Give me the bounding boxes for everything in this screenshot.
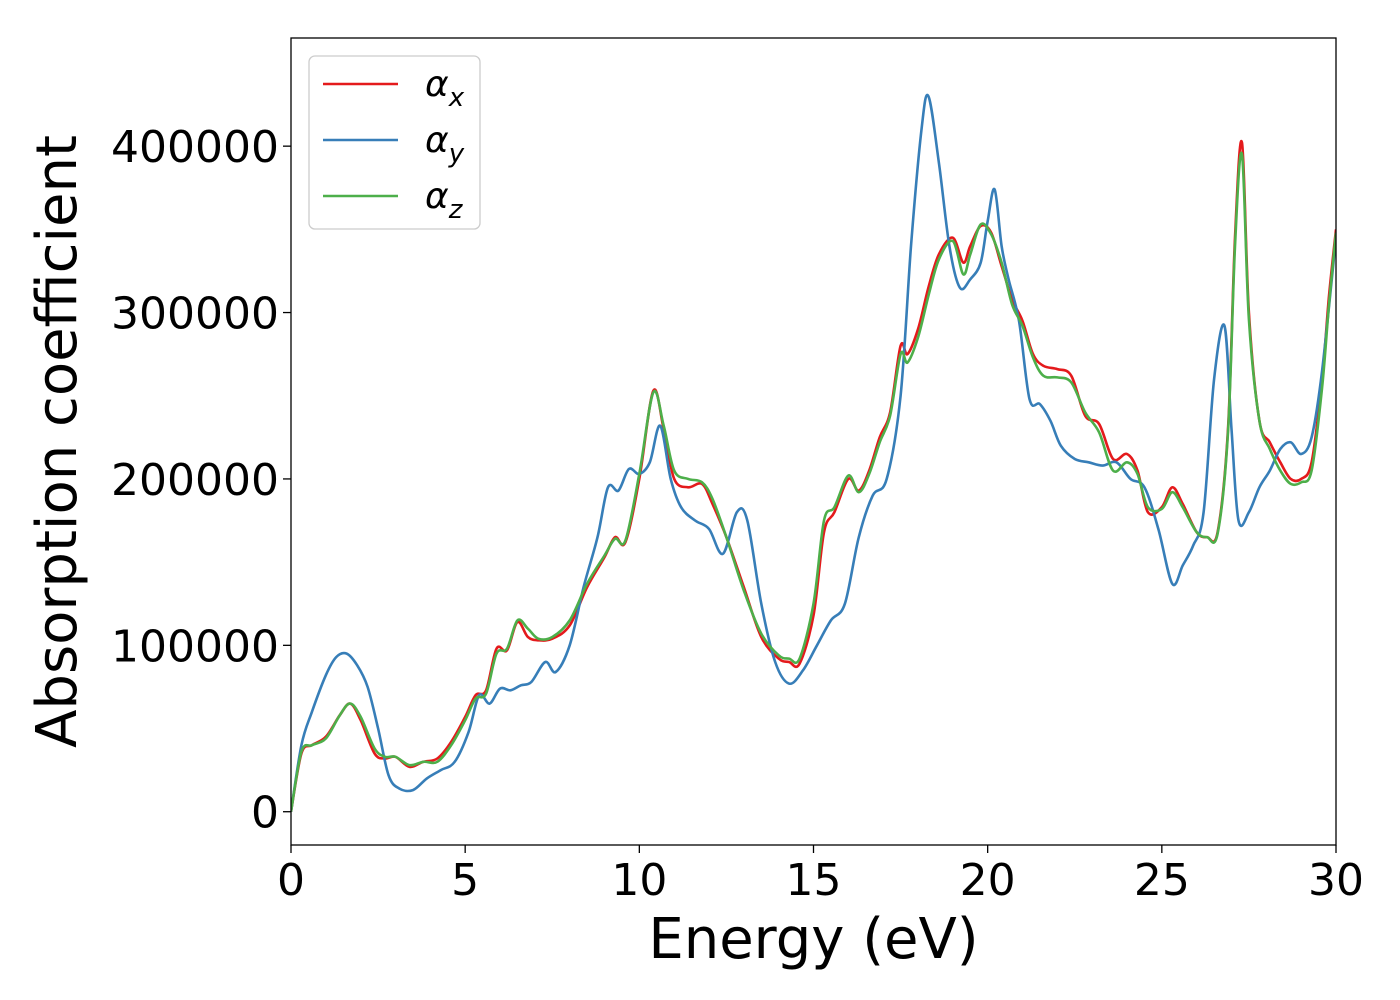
y-tick-label: 100000 xyxy=(111,621,279,672)
y-tick-label: 200000 xyxy=(111,455,279,506)
series-line-z xyxy=(291,151,1336,812)
x-tick-label: 0 xyxy=(277,855,305,906)
legend-label-z: αz xyxy=(425,176,464,225)
legend-symbol: α xyxy=(425,64,449,105)
y-axis-label: Absorption coefficient xyxy=(25,135,90,748)
x-tick-label: 25 xyxy=(1134,855,1190,906)
x-axis-label: Energy (eV) xyxy=(648,907,978,972)
series-line-x xyxy=(291,139,1336,812)
x-tick-label: 10 xyxy=(611,855,667,906)
legend-symbol: α xyxy=(425,120,449,161)
y-tick-label: 400000 xyxy=(111,122,279,173)
plot-area-frame xyxy=(290,37,1337,846)
legend-box xyxy=(308,55,481,230)
x-tick-label: 20 xyxy=(960,855,1016,906)
legend-label-x: αx xyxy=(425,64,465,113)
x-tick-label: 15 xyxy=(786,855,842,906)
series-line-y xyxy=(291,93,1336,812)
legend-subscript: y xyxy=(448,139,465,169)
y-tick-label: 0 xyxy=(251,788,279,839)
legend-subscript: x xyxy=(448,83,465,113)
x-tick-label: 30 xyxy=(1308,855,1364,906)
x-tick-label: 5 xyxy=(451,855,479,906)
legend-symbol: α xyxy=(425,176,449,217)
legend-label-y: αy xyxy=(425,120,465,169)
y-tick-label: 300000 xyxy=(111,289,279,340)
legend-subscript: z xyxy=(448,195,464,225)
